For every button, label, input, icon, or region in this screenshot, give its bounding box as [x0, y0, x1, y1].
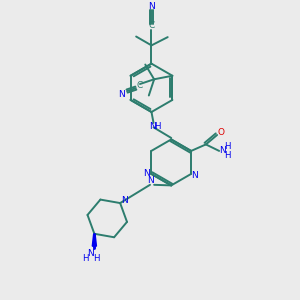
Polygon shape [92, 234, 96, 246]
Text: N: N [147, 176, 154, 185]
Text: N: N [191, 171, 198, 180]
Text: H: H [224, 151, 231, 160]
Text: H: H [224, 142, 231, 151]
Text: H: H [154, 122, 161, 131]
Text: C: C [148, 21, 154, 30]
Text: N: N [149, 122, 156, 131]
Text: C: C [136, 81, 142, 90]
Text: H: H [94, 254, 100, 263]
Text: N: N [148, 2, 155, 11]
Text: N: N [121, 196, 128, 205]
Text: N: N [118, 90, 125, 99]
Text: N: N [88, 249, 94, 258]
Text: N: N [219, 146, 226, 155]
Text: H: H [82, 254, 89, 263]
Text: O: O [217, 128, 224, 136]
Text: N: N [143, 169, 150, 178]
